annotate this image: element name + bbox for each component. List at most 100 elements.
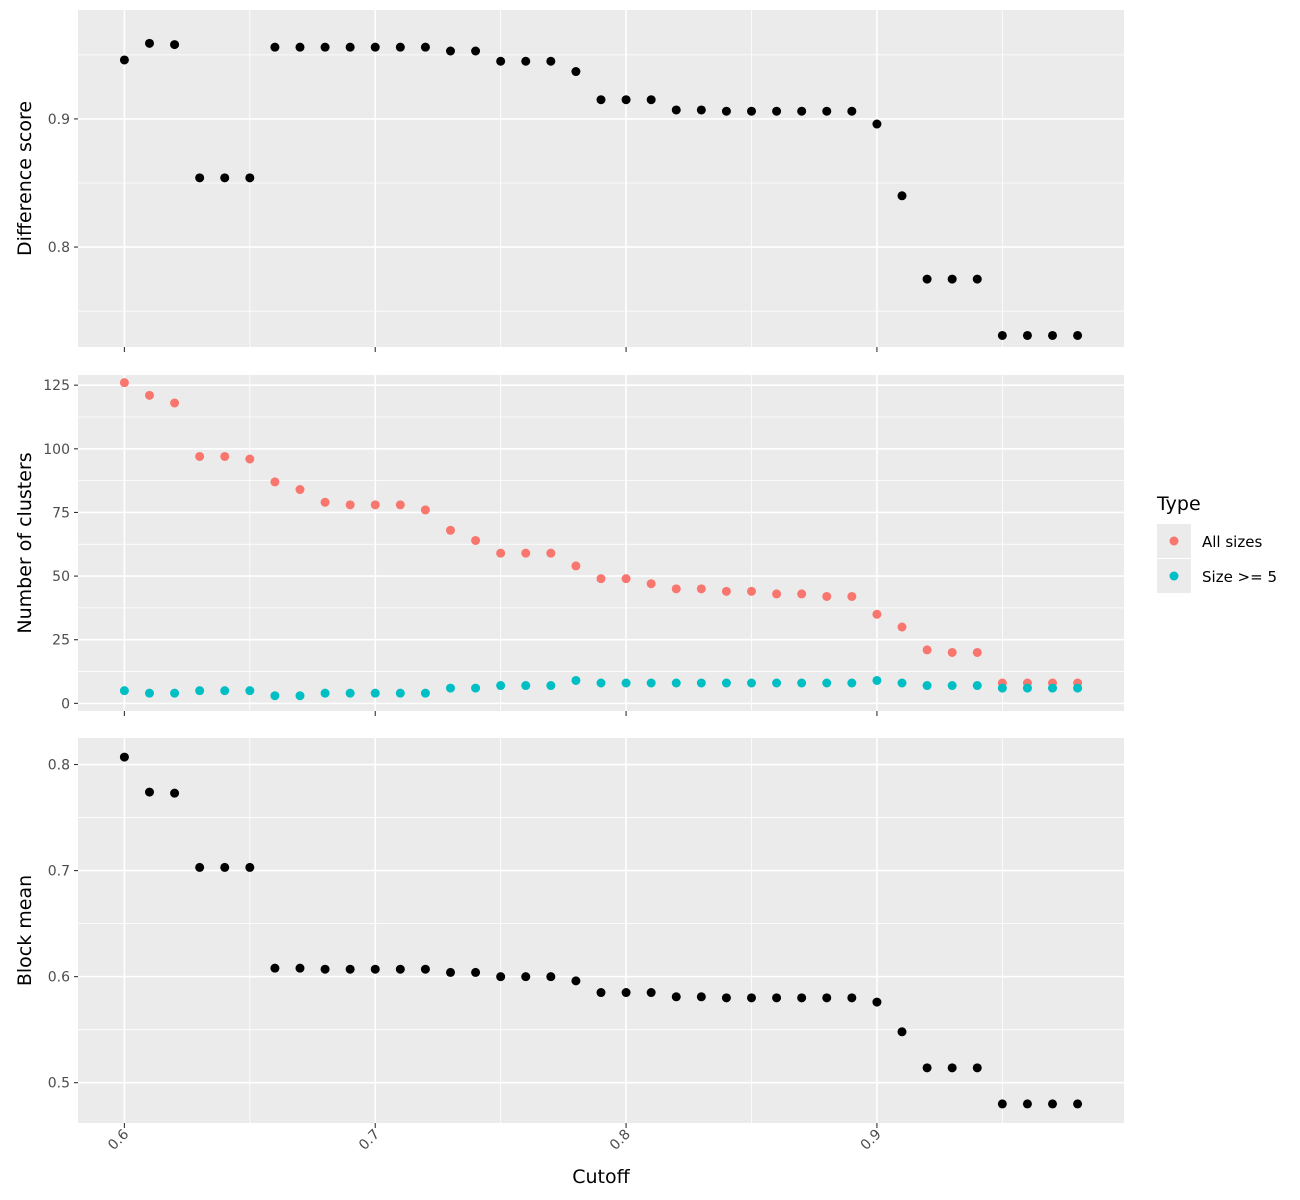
- data-point: [195, 862, 205, 872]
- point-size-ge-5: [747, 678, 757, 688]
- data-point: [471, 967, 481, 977]
- data-point: [245, 862, 255, 872]
- data-point: [621, 95, 631, 105]
- point-all-sizes: [345, 500, 355, 510]
- legend-label-size-ge-5: Size >= 5: [1202, 568, 1277, 586]
- data-point: [1048, 330, 1058, 340]
- point-size-ge-5: [922, 681, 932, 691]
- legend: Type All sizes Size >= 5: [1156, 493, 1277, 593]
- point-all-sizes: [144, 390, 154, 400]
- y-tick-label: 75: [52, 505, 70, 521]
- point-size-ge-5: [696, 678, 706, 688]
- point-size-ge-5: [295, 691, 305, 701]
- data-point: [370, 964, 380, 974]
- data-point: [671, 105, 681, 115]
- data-point: [445, 46, 455, 56]
- data-point: [119, 55, 129, 65]
- panel-difference-score: 0.8 0.9 Difference score: [14, 10, 1124, 352]
- data-point: [1022, 330, 1032, 340]
- point-size-ge-5: [471, 683, 481, 693]
- data-point: [320, 964, 330, 974]
- point-size-ge-5: [445, 683, 455, 693]
- y-tick-label: 0.8: [48, 758, 70, 774]
- point-all-sizes: [747, 586, 757, 596]
- data-point: [471, 46, 481, 56]
- point-size-ge-5: [395, 688, 405, 698]
- data-point: [320, 42, 330, 52]
- y-tick-label: 0.8: [48, 240, 70, 256]
- point-all-sizes: [696, 584, 706, 594]
- data-point: [496, 56, 506, 66]
- data-point: [144, 787, 154, 797]
- data-point: [646, 95, 656, 105]
- data-point: [822, 106, 832, 116]
- point-all-sizes: [797, 589, 807, 599]
- y-tick-label: 50: [52, 569, 70, 585]
- data-point: [1048, 1099, 1058, 1109]
- data-point: [395, 964, 405, 974]
- data-point: [596, 988, 606, 998]
- y-axis-title: Block mean: [14, 875, 36, 986]
- data-point: [847, 106, 857, 116]
- data-point: [646, 988, 656, 998]
- data-point: [521, 972, 531, 982]
- panel-background: [78, 738, 1124, 1123]
- point-all-sizes: [295, 485, 305, 495]
- point-size-ge-5: [1048, 683, 1058, 693]
- panel-background: [78, 10, 1124, 347]
- point-all-sizes: [947, 647, 957, 657]
- point-size-ge-5: [195, 686, 205, 696]
- data-point: [295, 42, 305, 52]
- data-point: [170, 788, 180, 798]
- data-point: [1073, 330, 1083, 340]
- data-point: [345, 42, 355, 52]
- point-size-ge-5: [1073, 683, 1083, 693]
- point-all-sizes: [671, 584, 681, 594]
- point-size-ge-5: [370, 688, 380, 698]
- panel-background: [78, 375, 1124, 711]
- legend-key-size-ge-5: [1169, 571, 1179, 581]
- data-point: [170, 40, 180, 50]
- point-size-ge-5: [320, 688, 330, 698]
- point-all-sizes: [822, 591, 832, 601]
- data-point: [847, 993, 857, 1003]
- point-all-sizes: [646, 579, 656, 589]
- data-point: [897, 1027, 907, 1037]
- data-point: [922, 1063, 932, 1073]
- data-point: [721, 993, 731, 1003]
- point-all-sizes: [721, 586, 731, 596]
- data-point: [772, 993, 782, 1003]
- point-all-sizes: [195, 451, 205, 461]
- y-tick-label: 100: [43, 442, 70, 458]
- data-point: [395, 42, 405, 52]
- point-size-ge-5: [1022, 683, 1032, 693]
- data-point: [972, 274, 982, 284]
- legend-key-all-sizes: [1169, 536, 1179, 546]
- y-tick-label: 25: [52, 633, 70, 649]
- data-point: [220, 862, 230, 872]
- point-all-sizes: [847, 591, 857, 601]
- point-size-ge-5: [671, 678, 681, 688]
- data-point: [546, 972, 556, 982]
- data-point: [420, 42, 430, 52]
- data-point: [947, 1063, 957, 1073]
- data-point: [696, 992, 706, 1002]
- legend-title: Type: [1156, 493, 1201, 515]
- point-all-sizes: [420, 505, 430, 515]
- point-size-ge-5: [997, 683, 1007, 693]
- point-size-ge-5: [220, 686, 230, 696]
- data-point: [972, 1063, 982, 1073]
- point-all-sizes: [521, 548, 531, 558]
- point-size-ge-5: [947, 681, 957, 691]
- point-all-sizes: [471, 535, 481, 545]
- point-all-sizes: [170, 398, 180, 408]
- point-all-sizes: [922, 645, 932, 655]
- point-size-ge-5: [546, 681, 556, 691]
- point-all-sizes: [897, 622, 907, 632]
- point-size-ge-5: [721, 678, 731, 688]
- y-tick-label: 0.9: [48, 112, 70, 128]
- point-all-sizes: [571, 561, 581, 571]
- data-point: [797, 993, 807, 1003]
- data-point: [922, 274, 932, 284]
